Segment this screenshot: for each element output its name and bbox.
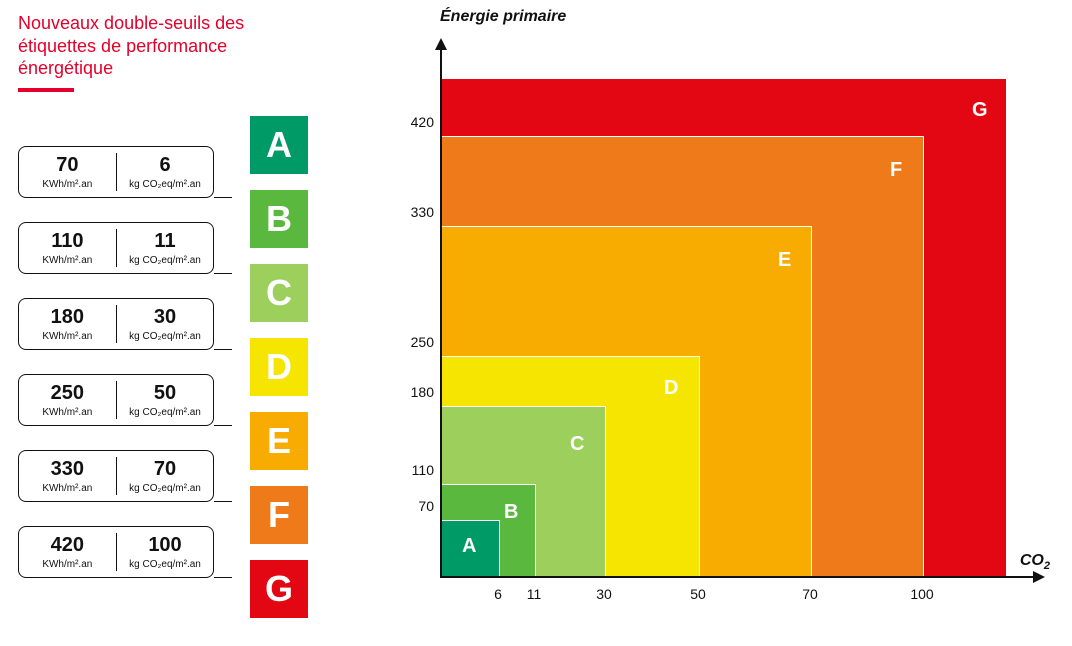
connector [214,551,232,603]
plot: GFEDCBA70110180250330420611305070100 [440,38,1040,578]
energy-value: 330 [51,458,84,481]
grade-badges: ABCDEFG [250,116,308,618]
threshold-row-e: 330 KWh/m².an 70 kg CO₂eq/m².an [18,450,214,502]
co2-value: 70 [154,458,176,481]
grade-badge-d: D [250,338,308,396]
co2-unit: kg CO₂eq/m².an [129,331,201,342]
threshold-row-c: 180 KWh/m².an 30 kg CO₂eq/m².an [18,298,214,350]
co2-cell: 6 kg CO₂eq/m².an [117,147,214,197]
threshold-row-b: 110 KWh/m².an 11 kg CO₂eq/m².an [18,222,214,274]
connector [214,475,232,527]
chart-rect-a: A [442,520,500,576]
chart-rect-label-e: E [778,249,791,272]
co2-cell: 11 kg CO₂eq/m².an [117,223,214,273]
left-content: 70KWh/m².an6kg CO₂eq/m².an110KWh/m².an11… [18,116,308,618]
energy-unit: KWh/m².an [42,559,92,570]
co2-unit: kg CO₂eq/m².an [129,407,201,418]
energy-cell: 250 KWh/m².an [19,375,116,425]
energy-cell: 420 KWh/m².an [19,527,116,577]
grade-badge-b: B [250,190,308,248]
x-tick: 6 [494,586,502,602]
co2-value: 6 [159,154,170,177]
energy-cell: 330 KWh/m².an [19,451,116,501]
energy-value: 420 [51,534,84,557]
x-tick: 100 [910,586,933,602]
x-tick: 30 [596,586,612,602]
threshold-row-a: 70 KWh/m².an 6 kg CO₂eq/m².an [18,146,214,198]
chart-rect-label-b: B [504,501,518,524]
x-tick: 70 [802,586,818,602]
grade-badge-g: G [250,560,308,618]
y-axis-title: Énergie primaire [440,8,566,26]
co2-cell: 30 kg CO₂eq/m².an [117,299,214,349]
co2-unit: kg CO₂eq/m².an [129,179,201,190]
threshold-row-d: 250 KWh/m².an 50 kg CO₂eq/m².an [18,374,214,426]
chart-rect-label-f: F [890,159,902,182]
energy-unit: KWh/m².an [42,483,92,494]
title-underline [18,88,74,92]
chart-area: Énergie primaire CO2 GFEDCBA701101802503… [360,8,1060,638]
grade-badge-a: A [250,116,308,174]
y-tick: 70 [398,498,434,514]
energy-value: 110 [51,230,83,253]
threshold-row-f: 420 KWh/m².an 100 kg CO₂eq/m².an [18,526,214,578]
connector [214,323,232,375]
panel-title: Nouveaux double-seuils des étiquettes de… [18,12,308,80]
co2-cell: 70 kg CO₂eq/m².an [117,451,214,501]
connectors [214,116,232,603]
energy-cell: 180 KWh/m².an [19,299,116,349]
chart-rect-label-g: G [972,99,988,122]
co2-unit: kg CO₂eq/m².an [129,483,201,494]
y-tick: 330 [398,204,434,220]
co2-value: 30 [154,306,176,329]
x-tick: 11 [527,586,542,602]
x-tick: 50 [690,586,706,602]
y-tick: 420 [398,114,434,130]
connector [214,171,232,223]
left-panel: Nouveaux double-seuils des étiquettes de… [18,12,308,618]
co2-unit: kg CO₂eq/m².an [129,255,201,266]
grade-badge-e: E [250,412,308,470]
chart-rect-label-a: A [462,535,476,558]
y-tick: 180 [398,384,434,400]
threshold-rows: 70KWh/m².an6kg CO₂eq/m².an110KWh/m².an11… [18,116,214,578]
y-tick: 110 [398,462,434,478]
co2-cell: 50 kg CO₂eq/m².an [117,375,214,425]
energy-cell: 70 KWh/m².an [19,147,116,197]
co2-value: 11 [154,230,175,253]
energy-value: 250 [51,382,84,405]
grade-badge-f: F [250,486,308,544]
co2-unit: kg CO₂eq/m².an [129,559,201,570]
connector [214,399,232,451]
energy-value: 180 [51,306,84,329]
energy-unit: KWh/m².an [42,179,92,190]
co2-value: 100 [148,534,181,557]
co2-cell: 100 kg CO₂eq/m².an [117,527,214,577]
x-axis [440,576,1035,578]
chart-rect-label-c: C [570,433,584,456]
y-tick: 250 [398,334,434,350]
connector [214,247,232,299]
energy-unit: KWh/m².an [42,407,92,418]
energy-value: 70 [56,154,78,177]
energy-unit: KWh/m².an [42,331,92,342]
energy-unit: KWh/m².an [42,255,92,266]
energy-cell: 110 KWh/m².an [19,223,116,273]
chart-rect-label-d: D [664,377,678,400]
grade-badge-c: C [250,264,308,322]
co2-value: 50 [154,382,176,405]
